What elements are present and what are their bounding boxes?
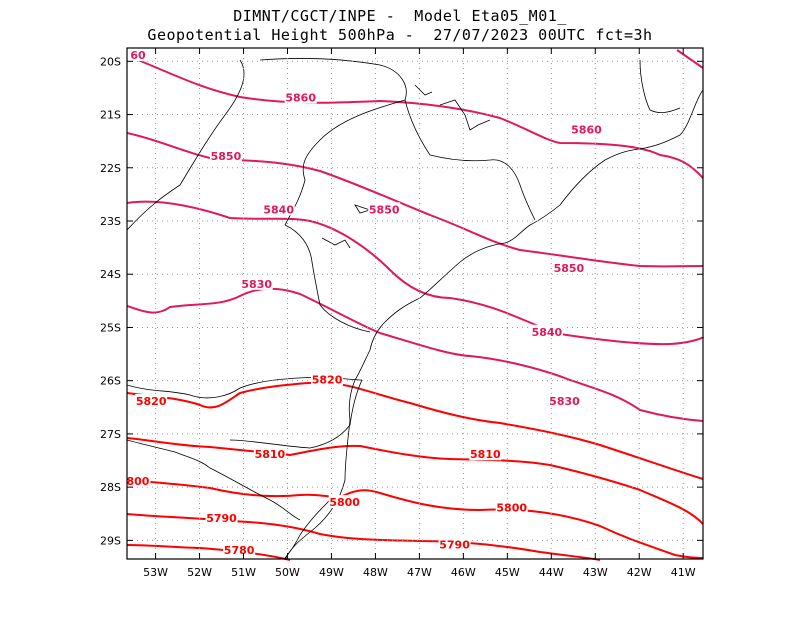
lat-tick-label: 23S bbox=[100, 215, 121, 228]
contour-label-bg bbox=[469, 447, 502, 461]
lat-tick-label: 26S bbox=[100, 375, 121, 388]
coastlines-borders bbox=[126, 58, 704, 561]
contour-label-5800: 5800 bbox=[496, 501, 527, 514]
contour-label-5790: 5790 bbox=[439, 539, 470, 552]
map-title-line-1: DIMNT/CGCT/INPE - Model Eta05_M01_ bbox=[233, 7, 567, 25]
contour-5780 bbox=[126, 544, 291, 561]
lat-tick-label: 22S bbox=[100, 162, 121, 175]
map-frame bbox=[126, 47, 704, 560]
contour-label-bg bbox=[253, 447, 286, 461]
contour-label-5830: 5830 bbox=[241, 278, 272, 291]
lake-4 bbox=[414, 84, 433, 96]
contour-label-bg bbox=[328, 495, 361, 509]
lagoon bbox=[284, 499, 331, 559]
contour-label-bg bbox=[368, 202, 401, 216]
contour-label-bg bbox=[495, 500, 528, 514]
contour-label-bg bbox=[552, 260, 585, 274]
state-border-1 bbox=[126, 59, 245, 231]
contour-label-5860: 5860 bbox=[571, 124, 602, 137]
contour-label-bg bbox=[135, 393, 168, 407]
contour-5830 bbox=[126, 287, 704, 422]
lat-tick-label: 29S bbox=[100, 534, 121, 547]
lon-tick-label: 53W bbox=[143, 566, 168, 579]
contour-label-bg bbox=[548, 393, 581, 407]
contour-label-bg bbox=[438, 537, 471, 551]
coastline bbox=[284, 89, 704, 561]
contour-5860-west bbox=[137, 59, 704, 179]
lat-tick-label: 24S bbox=[100, 268, 121, 281]
lake-1 bbox=[439, 99, 491, 131]
lon-tick-label: 42W bbox=[627, 566, 652, 579]
contour-label-5860: 5860 bbox=[285, 92, 316, 105]
lon-tick-label: 44W bbox=[539, 566, 564, 579]
lon-tick-label: 43W bbox=[583, 566, 608, 579]
contour-label-5850: 5850 bbox=[554, 262, 585, 275]
lat-tick-label: 20S bbox=[100, 55, 121, 68]
lon-tick-label: 46W bbox=[451, 566, 476, 579]
lon-tick-label: 50W bbox=[275, 566, 300, 579]
contour-label-bg bbox=[284, 90, 317, 104]
map-title-line-2: Geopotential Height 500hPa - 27/07/2023 … bbox=[147, 26, 653, 44]
lon-tick-label: 49W bbox=[319, 566, 344, 579]
contour-label-bg bbox=[240, 276, 273, 290]
contour-5820 bbox=[126, 380, 704, 480]
lon-tick-label: 51W bbox=[231, 566, 256, 579]
contour-label-bg bbox=[205, 511, 238, 525]
contour-label-bg bbox=[530, 324, 563, 338]
contour-label-bg bbox=[223, 543, 256, 557]
contour-5860-east bbox=[676, 49, 704, 69]
lat-tick-label: 28S bbox=[100, 481, 121, 494]
contour-5810 bbox=[126, 437, 704, 525]
contour-label-5820: 5820 bbox=[312, 374, 343, 387]
lon-tick-label: 41W bbox=[671, 566, 696, 579]
state-border-2 bbox=[259, 58, 536, 221]
contour-label-5790: 5790 bbox=[206, 512, 237, 525]
axis-ticks: 20S 21S 22S 23S 24S 25S 26S 27S 28S 29S 53W 52W 51W 5… bbox=[100, 48, 703, 579]
contour-label-5860: 60 bbox=[130, 49, 146, 62]
contour-label-5820: 5820 bbox=[136, 395, 167, 408]
contour-label-bg bbox=[570, 122, 603, 136]
contour-label-bg bbox=[125, 473, 151, 487]
contour-label-5830: 5830 bbox=[549, 395, 580, 408]
lat-tick-label: 25S bbox=[100, 321, 121, 334]
contour-label-5810: 5810 bbox=[255, 448, 286, 461]
state-border-8 bbox=[639, 59, 681, 114]
graticule bbox=[127, 48, 703, 559]
lake-2 bbox=[354, 204, 372, 214]
contour-label-5800: 800 bbox=[127, 475, 150, 488]
contour-5800 bbox=[126, 479, 704, 559]
lake-3 bbox=[321, 237, 351, 249]
contour-5840 bbox=[126, 200, 704, 346]
lat-tick-label: 27S bbox=[100, 428, 121, 441]
state-border-6 bbox=[126, 439, 301, 521]
contour-label-bg bbox=[209, 149, 242, 163]
lat-tick-label: 21S bbox=[100, 109, 121, 122]
contour-label-5780: 5780 bbox=[224, 544, 255, 557]
contour-5790 bbox=[126, 513, 601, 561]
contour-label-5810: 5810 bbox=[470, 448, 501, 461]
contour-label-5840: 5840 bbox=[263, 203, 294, 216]
contour-label-5800: 5800 bbox=[329, 496, 360, 509]
contour-label-5850: 5850 bbox=[211, 150, 242, 163]
lon-tick-label: 52W bbox=[187, 566, 212, 579]
contour-label-bg bbox=[262, 202, 295, 216]
lon-tick-label: 45W bbox=[495, 566, 520, 579]
contour-label-bg bbox=[311, 372, 344, 386]
contour-label-5850: 5850 bbox=[369, 203, 400, 216]
state-border-3 bbox=[284, 99, 406, 226]
contour-labels: 5860 5860 60 5850 5850 5850 5840 5840 5830 5830 58… bbox=[125, 47, 603, 557]
contour-lines bbox=[126, 49, 704, 561]
contour-label-5840: 5840 bbox=[532, 326, 563, 339]
lon-tick-label: 48W bbox=[363, 566, 388, 579]
state-border-7 bbox=[229, 379, 363, 449]
contour-label-bg bbox=[128, 47, 147, 61]
lon-tick-label: 47W bbox=[407, 566, 432, 579]
state-border-4 bbox=[284, 224, 371, 333]
